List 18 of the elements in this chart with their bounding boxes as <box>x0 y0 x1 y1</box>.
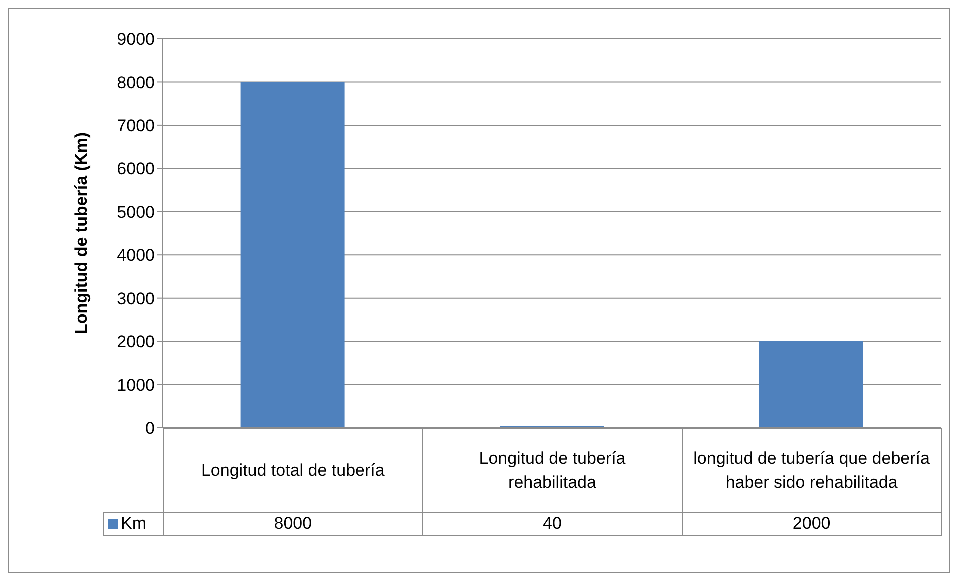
x-tick-label: longitud de tubería que debería haber sido rehabilitada <box>682 428 942 512</box>
data-label: 2000 <box>682 512 942 536</box>
y-tick-label: 0 <box>146 419 155 438</box>
data-label: 40 <box>422 512 682 536</box>
data-label: 8000 <box>164 512 423 536</box>
y-tick-label: 5000 <box>117 202 155 222</box>
y-tick-label: 3000 <box>117 289 155 308</box>
y-tick-label: 1000 <box>117 376 155 395</box>
y-tick-label: 6000 <box>117 160 155 179</box>
y-tick-label: 8000 <box>117 73 155 92</box>
legend-label: Km <box>104 512 164 536</box>
x-tick-label: Longitud de tubería rehabilitada <box>422 428 682 512</box>
y-tick-label: 2000 <box>117 332 155 352</box>
x-tick-label: Longitud total de tubería <box>164 428 423 512</box>
y-tick-label: 7000 <box>117 116 155 136</box>
y-axis-title: Longitud de tubería (Km) <box>72 132 92 335</box>
y-tick-label: 9000 <box>117 30 155 50</box>
y-tick-label: 4000 <box>117 246 155 266</box>
